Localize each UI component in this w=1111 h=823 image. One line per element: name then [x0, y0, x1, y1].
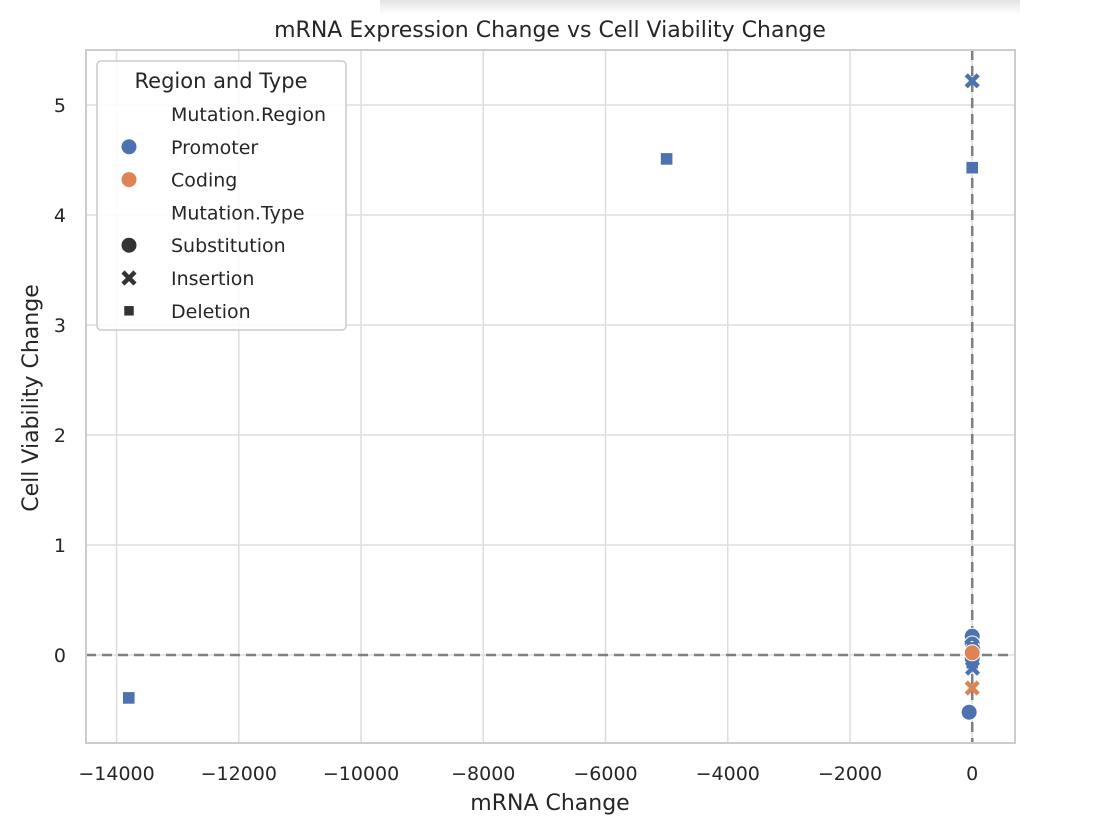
x-axis-label: mRNA Change — [470, 791, 629, 816]
legend-marker-x — [121, 270, 137, 286]
x-tick-label: 0 — [966, 763, 978, 785]
y-tick-label: 5 — [54, 95, 66, 117]
legend-entry-label: Promoter — [171, 137, 258, 159]
data-point — [964, 73, 980, 89]
x-tick-label: −8000 — [451, 763, 515, 785]
legend-title: Region and Type — [135, 69, 308, 93]
data-points — [121, 73, 982, 721]
legend: Region and Type Mutation.Region Promoter C… — [96, 60, 347, 331]
data-point — [964, 660, 981, 676]
y-tick-label: 3 — [54, 315, 66, 337]
x-tick-label: −2000 — [818, 763, 882, 785]
y-tick-label: 0 — [54, 645, 66, 667]
legend-marker-circle — [120, 171, 138, 189]
y-tick-label: 4 — [54, 205, 66, 227]
legend-entry-label: Insertion — [171, 268, 254, 290]
y-tick-label: 2 — [54, 425, 66, 447]
window-shadow — [380, 0, 1020, 14]
data-point — [964, 680, 980, 696]
data-point — [963, 644, 981, 662]
x-tick-label: −12000 — [201, 763, 277, 785]
legend-entry-label: Deletion — [171, 301, 251, 323]
chart-title: mRNA Expression Change vs Cell Viability… — [274, 18, 826, 43]
x-tick-label: −10000 — [323, 763, 399, 785]
y-tick-label: 1 — [54, 535, 66, 557]
plot-frame — [85, 49, 1016, 744]
legend-marker-square — [123, 305, 135, 317]
legend-marker-circle — [120, 138, 138, 156]
y-tick-labels: 0 1 2 3 4 5 — [54, 95, 66, 667]
data-point — [960, 703, 978, 721]
data-point — [659, 152, 674, 166]
legend-subtitle: Mutation.Type — [171, 202, 305, 224]
data-point — [121, 691, 136, 705]
legend-entry-label: Coding — [171, 170, 237, 192]
data-point — [965, 160, 980, 175]
x-tick-label: −6000 — [573, 763, 637, 785]
x-tick-labels: −14000 −12000 −10000 −8000 −6000 −4000 −2000 0 — [78, 763, 978, 785]
legend-subtitle: Mutation.Region — [171, 104, 326, 126]
y-axis-label: Cell Viability Change — [19, 284, 44, 511]
legend-entry-label: Substitution — [171, 235, 286, 257]
legend-box — [96, 60, 347, 331]
legend-marker-circle — [120, 236, 138, 254]
x-tick-label: −14000 — [78, 763, 154, 785]
x-tick-label: −4000 — [696, 763, 760, 785]
